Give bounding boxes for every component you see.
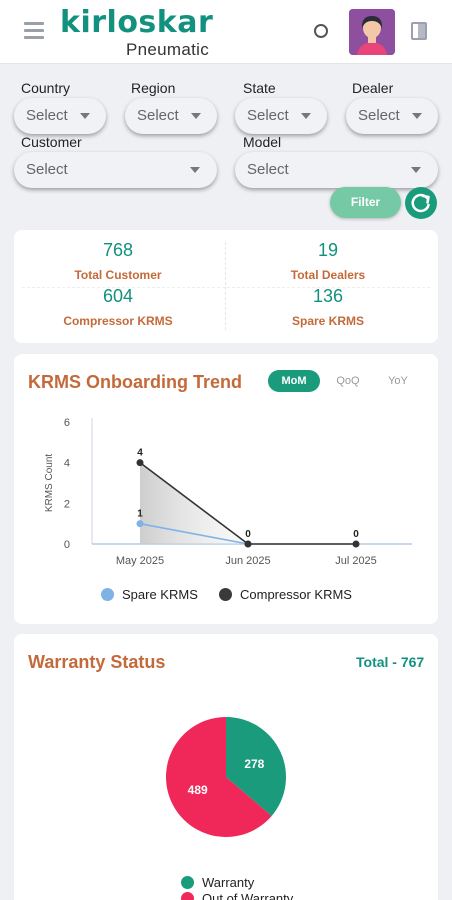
legend-compressor-swatch: [219, 588, 232, 601]
trend-line-chart: 0 2 4 6 KRMS Count May 2025 Jun 2025 Jul 2025 1 4…: [44, 417, 412, 567]
compressor-krms-point: [352, 540, 360, 548]
sidebar-toggle-icon[interactable]: [411, 22, 427, 40]
country-select[interactable]: Select: [14, 98, 106, 134]
legend-spare-label: Spare KRMS: [122, 587, 198, 602]
dealer-label: Dealer: [352, 80, 394, 96]
search-icon[interactable]: [314, 24, 328, 38]
total-customer-value: 768: [102, 240, 134, 260]
stats-card: 768 Total Customer 19 Total Dealers 604 …: [14, 230, 438, 343]
warranty-pie-chart: 278 489: [166, 717, 286, 837]
x-tick-label: Jun 2025: [225, 555, 270, 567]
compressor-krms-data-label: 0: [353, 529, 359, 540]
customer-select[interactable]: Select: [14, 152, 217, 188]
tab-qoq[interactable]: QoQ: [336, 375, 360, 387]
dealer-select-value: Select: [358, 107, 400, 124]
model-select[interactable]: Select: [235, 152, 438, 188]
out-of-warranty-slice: [166, 717, 272, 837]
filter-button[interactable]: Filter: [330, 187, 401, 218]
logo-subtitle: Pneumatic: [126, 40, 210, 59]
brand-logo: kirloskar Pneumatic: [60, 4, 230, 62]
customer-label: Customer: [21, 134, 82, 150]
region-select[interactable]: Select: [125, 98, 217, 134]
customer-select-value: Select: [26, 161, 68, 178]
refresh-icon: [411, 193, 430, 213]
y-tick-label: 6: [64, 417, 70, 429]
y-tick-label: 0: [64, 539, 70, 551]
app-header: kirloskar Pneumatic: [0, 0, 452, 64]
state-select-value: Select: [247, 107, 289, 124]
avatar[interactable]: [349, 9, 395, 55]
chevron-down-icon: [80, 113, 90, 119]
trend-title: KRMS Onboarding Trend: [28, 372, 242, 392]
x-tick-label: Jul 2025: [335, 555, 377, 567]
x-tick-label: May 2025: [116, 555, 164, 567]
spare-krms-value: 136: [312, 286, 344, 306]
country-label: Country: [21, 80, 71, 96]
region-label: Region: [131, 80, 176, 96]
chevron-down-icon: [412, 113, 422, 119]
y-tick-label: 2: [64, 498, 70, 510]
warranty-title: Warranty Status: [28, 652, 166, 672]
avatar-person-icon: [349, 9, 395, 55]
compressor-krms-point: [244, 540, 252, 548]
tab-yoy[interactable]: YoY: [388, 375, 408, 387]
tab-mom[interactable]: MoM: [268, 370, 320, 392]
spare-krms-point: [136, 520, 144, 528]
total-dealers-value: 19: [317, 240, 339, 260]
spare-krms-line: [139, 522, 249, 545]
region-select-value: Select: [137, 107, 179, 124]
legend-spare-swatch: [101, 588, 114, 601]
legend-out-of-warranty-swatch: [181, 892, 194, 900]
warranty-card: Warranty Status Total - 767 278 489 Warra…: [14, 634, 438, 900]
total-dealers-label: Total Dealers: [290, 268, 366, 282]
refresh-button[interactable]: [405, 187, 437, 219]
chevron-down-icon: [190, 167, 200, 173]
chevron-down-icon: [411, 167, 421, 173]
total-customer-label: Total Customer: [74, 268, 162, 282]
legend-warranty-swatch: [181, 876, 194, 889]
y-axis-title: KRMS Count: [44, 454, 55, 513]
hamburger-menu-icon[interactable]: [24, 22, 44, 40]
chevron-down-icon: [191, 113, 201, 119]
out-of-warranty-slice-label: 489: [188, 783, 208, 797]
compressor-krms-point: [136, 459, 144, 467]
state-label: State: [243, 80, 276, 96]
logo-wordmark: kirloskar: [60, 5, 214, 40]
compressor-krms-data-label: 4: [137, 448, 143, 459]
warranty-slice-label: 278: [244, 757, 264, 771]
country-select-value: Select: [26, 107, 68, 124]
chevron-down-icon: [301, 113, 311, 119]
legend-warranty-label: Warranty: [202, 875, 255, 890]
model-select-value: Select: [247, 161, 289, 178]
warranty-total: Total - 767: [356, 654, 425, 670]
state-select[interactable]: Select: [235, 98, 327, 134]
compressor-krms-label: Compressor KRMS: [63, 314, 173, 328]
warranty-slice: [226, 717, 286, 816]
spare-krms-label: Spare KRMS: [291, 314, 365, 328]
legend-compressor-label: Compressor KRMS: [240, 587, 352, 602]
spare-krms-data-label: 1: [137, 509, 143, 520]
compressor-krms-data-label: 0: [245, 529, 251, 540]
compressor-krms-value: 604: [102, 286, 134, 306]
y-tick-label: 4: [64, 458, 70, 470]
trend-card: KRMS Onboarding Trend MoM QoQ YoY 0 2 4 6 KR…: [14, 354, 438, 624]
model-label: Model: [243, 134, 282, 150]
legend-out-of-warranty-label: Out of Warranty: [202, 891, 294, 900]
dealer-select[interactable]: Select: [346, 98, 438, 134]
